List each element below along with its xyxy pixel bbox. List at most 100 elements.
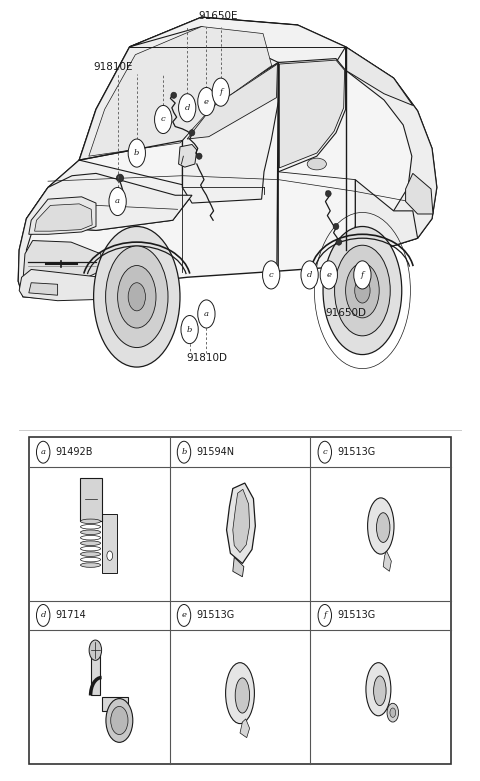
Ellipse shape — [81, 519, 101, 523]
Circle shape — [318, 604, 332, 626]
Ellipse shape — [81, 563, 101, 567]
Text: 91594N: 91594N — [196, 448, 235, 457]
Polygon shape — [346, 47, 437, 258]
Circle shape — [390, 708, 396, 717]
Circle shape — [177, 441, 191, 463]
Polygon shape — [91, 654, 100, 696]
Ellipse shape — [368, 498, 394, 555]
Polygon shape — [240, 719, 250, 737]
Circle shape — [155, 105, 172, 134]
Circle shape — [212, 78, 229, 106]
Ellipse shape — [81, 541, 101, 545]
Circle shape — [36, 441, 50, 463]
Polygon shape — [346, 47, 413, 105]
Polygon shape — [182, 62, 278, 203]
Text: 91714: 91714 — [56, 611, 86, 620]
Circle shape — [177, 604, 191, 626]
Text: d: d — [40, 612, 46, 619]
Circle shape — [181, 316, 198, 344]
Circle shape — [346, 263, 379, 318]
Circle shape — [107, 551, 113, 561]
Text: 91650E: 91650E — [199, 11, 238, 21]
Polygon shape — [187, 64, 277, 139]
Circle shape — [320, 261, 337, 289]
Ellipse shape — [117, 174, 124, 182]
Ellipse shape — [333, 223, 339, 230]
Ellipse shape — [373, 676, 386, 706]
Circle shape — [263, 261, 280, 289]
Text: 91513G: 91513G — [337, 448, 375, 457]
Text: e: e — [181, 612, 187, 619]
Circle shape — [198, 300, 215, 328]
Polygon shape — [130, 17, 346, 62]
Text: 91650D: 91650D — [325, 308, 366, 319]
Ellipse shape — [336, 239, 342, 245]
Text: b: b — [187, 326, 192, 333]
Circle shape — [111, 707, 128, 734]
Polygon shape — [23, 241, 101, 287]
Circle shape — [118, 266, 156, 328]
Polygon shape — [89, 27, 272, 156]
Polygon shape — [383, 551, 391, 572]
Text: d: d — [307, 271, 312, 279]
Text: e: e — [204, 98, 209, 105]
Polygon shape — [406, 173, 433, 214]
Polygon shape — [26, 160, 192, 230]
Circle shape — [89, 640, 102, 661]
Polygon shape — [278, 59, 346, 172]
Text: c: c — [323, 448, 327, 456]
Text: a: a — [115, 198, 120, 205]
Circle shape — [106, 246, 168, 348]
Circle shape — [109, 187, 126, 216]
Text: c: c — [269, 271, 274, 279]
Polygon shape — [29, 197, 96, 234]
Circle shape — [198, 87, 215, 116]
Bar — [29, 437, 451, 764]
Ellipse shape — [189, 130, 195, 136]
Polygon shape — [233, 558, 244, 576]
Text: 91513G: 91513G — [337, 611, 375, 620]
Polygon shape — [279, 60, 345, 168]
Text: a: a — [204, 310, 209, 318]
Circle shape — [94, 226, 180, 367]
Polygon shape — [179, 144, 197, 167]
Circle shape — [323, 226, 402, 355]
Circle shape — [355, 278, 370, 303]
Text: f: f — [323, 612, 326, 619]
Polygon shape — [18, 173, 192, 297]
Polygon shape — [355, 180, 418, 258]
Polygon shape — [233, 489, 250, 553]
Polygon shape — [18, 17, 437, 298]
Circle shape — [36, 604, 50, 626]
Text: 91810E: 91810E — [93, 62, 132, 72]
Circle shape — [335, 245, 390, 336]
Text: 91513G: 91513G — [196, 611, 235, 620]
Ellipse shape — [376, 512, 390, 542]
Circle shape — [387, 703, 398, 722]
Polygon shape — [35, 204, 92, 231]
Circle shape — [318, 441, 332, 463]
Text: a: a — [41, 448, 46, 456]
Text: b: b — [134, 149, 140, 157]
Polygon shape — [29, 283, 58, 295]
Ellipse shape — [81, 552, 101, 556]
Text: 91492B: 91492B — [56, 448, 93, 457]
Polygon shape — [19, 269, 168, 301]
Text: e: e — [326, 271, 331, 279]
Ellipse shape — [235, 678, 250, 713]
Ellipse shape — [226, 662, 254, 723]
Text: b: b — [181, 448, 187, 456]
Circle shape — [128, 139, 145, 167]
Text: f: f — [361, 271, 364, 279]
Ellipse shape — [171, 92, 177, 98]
Text: f: f — [219, 88, 222, 96]
Text: d: d — [184, 104, 190, 112]
Circle shape — [354, 261, 371, 289]
Ellipse shape — [366, 662, 391, 715]
Ellipse shape — [307, 159, 326, 169]
Circle shape — [179, 94, 196, 122]
Circle shape — [301, 261, 318, 289]
Polygon shape — [102, 697, 128, 711]
FancyBboxPatch shape — [102, 514, 118, 573]
Circle shape — [128, 283, 145, 311]
